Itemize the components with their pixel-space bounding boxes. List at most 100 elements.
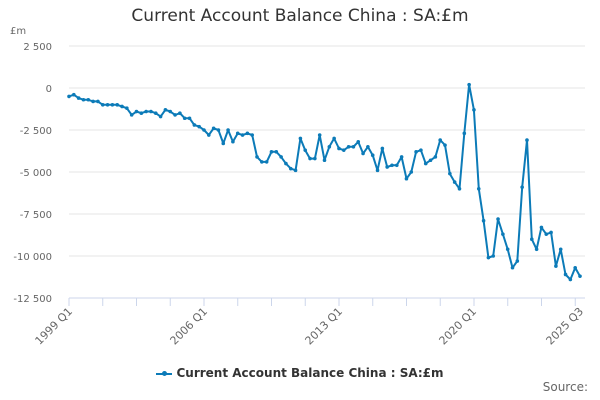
data-point[interactable] (491, 254, 496, 258)
data-point[interactable] (558, 247, 563, 252)
data-point[interactable] (539, 225, 544, 230)
data-point[interactable] (563, 272, 568, 277)
data-point[interactable] (207, 133, 211, 137)
data-point[interactable] (308, 156, 312, 161)
data-point[interactable] (385, 165, 389, 169)
data-point[interactable] (72, 92, 76, 97)
data-point[interactable] (216, 128, 221, 132)
data-point[interactable] (443, 143, 447, 147)
data-point[interactable] (544, 232, 549, 236)
data-point[interactable] (163, 108, 168, 112)
data-point[interactable] (399, 155, 404, 159)
data-point[interactable] (264, 160, 269, 164)
data-point[interactable] (129, 113, 134, 117)
data-point[interactable] (375, 168, 380, 173)
data-point[interactable] (182, 116, 187, 121)
data-point[interactable] (100, 103, 105, 107)
data-point[interactable] (298, 136, 303, 141)
data-point[interactable] (366, 145, 370, 149)
data-point[interactable] (250, 133, 254, 137)
data-point[interactable] (76, 96, 81, 100)
data-point[interactable] (67, 94, 71, 99)
data-point[interactable] (573, 265, 577, 270)
data-point[interactable] (327, 145, 332, 149)
data-point[interactable] (404, 176, 409, 181)
data-point[interactable] (105, 103, 110, 107)
data-point[interactable] (486, 255, 491, 260)
data-point[interactable] (525, 138, 529, 142)
data-point[interactable] (554, 264, 558, 268)
data-point[interactable] (467, 82, 471, 87)
data-point[interactable] (549, 230, 553, 235)
data-point[interactable] (158, 114, 163, 119)
data-point[interactable] (529, 237, 534, 241)
data-point[interactable] (332, 136, 336, 141)
data-point[interactable] (438, 138, 442, 142)
data-point[interactable] (192, 123, 197, 127)
data-point[interactable] (520, 185, 524, 189)
data-point[interactable] (149, 109, 153, 114)
data-point[interactable] (346, 145, 351, 149)
data-point[interactable] (226, 128, 230, 132)
data-point[interactable] (428, 158, 433, 163)
data-point[interactable] (337, 146, 341, 151)
data-point[interactable] (481, 218, 486, 223)
data-point[interactable] (317, 133, 322, 137)
data-point[interactable] (370, 153, 375, 157)
data-point[interactable] (197, 124, 201, 129)
data-point[interactable] (501, 232, 505, 236)
series-line[interactable] (68, 83, 581, 281)
data-point[interactable] (448, 171, 452, 176)
data-point[interactable] (279, 155, 283, 159)
data-point[interactable] (178, 111, 182, 115)
data-point[interactable] (351, 145, 356, 149)
data-point[interactable] (202, 128, 206, 132)
data-point[interactable] (187, 116, 192, 121)
data-point[interactable] (452, 180, 457, 184)
data-point[interactable] (235, 131, 240, 136)
data-point[interactable] (110, 103, 115, 107)
data-point[interactable] (86, 97, 91, 102)
data-point[interactable] (168, 109, 173, 114)
data-point[interactable] (423, 161, 428, 166)
data-point[interactable] (433, 155, 438, 159)
data-point[interactable] (260, 160, 264, 164)
data-point[interactable] (288, 166, 293, 171)
data-point[interactable] (81, 97, 86, 102)
data-point[interactable] (356, 139, 361, 144)
data-point[interactable] (395, 163, 399, 168)
data-point[interactable] (144, 109, 148, 114)
data-point[interactable] (125, 106, 129, 110)
data-point[interactable] (120, 104, 124, 109)
data-point[interactable] (322, 158, 327, 163)
data-point[interactable] (361, 151, 365, 156)
data-point[interactable] (414, 150, 418, 154)
data-point[interactable] (505, 247, 510, 252)
data-point[interactable] (462, 131, 467, 136)
data-point[interactable] (269, 150, 274, 154)
data-point[interactable] (390, 163, 394, 168)
data-point[interactable] (457, 187, 462, 191)
legend-item[interactable]: Current Account Balance China : SA:£m (0, 366, 600, 380)
data-point[interactable] (211, 126, 216, 131)
data-point[interactable] (173, 113, 177, 117)
data-point[interactable] (134, 109, 139, 114)
data-point[interactable] (472, 108, 476, 112)
data-point[interactable] (534, 247, 539, 252)
data-point[interactable] (419, 148, 423, 152)
data-point[interactable] (255, 155, 259, 159)
data-point[interactable] (515, 259, 520, 263)
data-point[interactable] (510, 265, 515, 270)
data-point[interactable] (139, 111, 144, 115)
data-point[interactable] (91, 99, 95, 104)
data-point[interactable] (568, 277, 573, 282)
data-series-line[interactable] (67, 82, 582, 282)
data-point[interactable] (313, 156, 317, 161)
data-point[interactable] (303, 148, 308, 152)
data-point[interactable] (293, 168, 298, 173)
data-point[interactable] (380, 146, 385, 151)
data-point[interactable] (153, 111, 158, 115)
data-point[interactable] (284, 161, 288, 166)
data-point[interactable] (476, 187, 481, 191)
data-point[interactable] (578, 274, 582, 278)
